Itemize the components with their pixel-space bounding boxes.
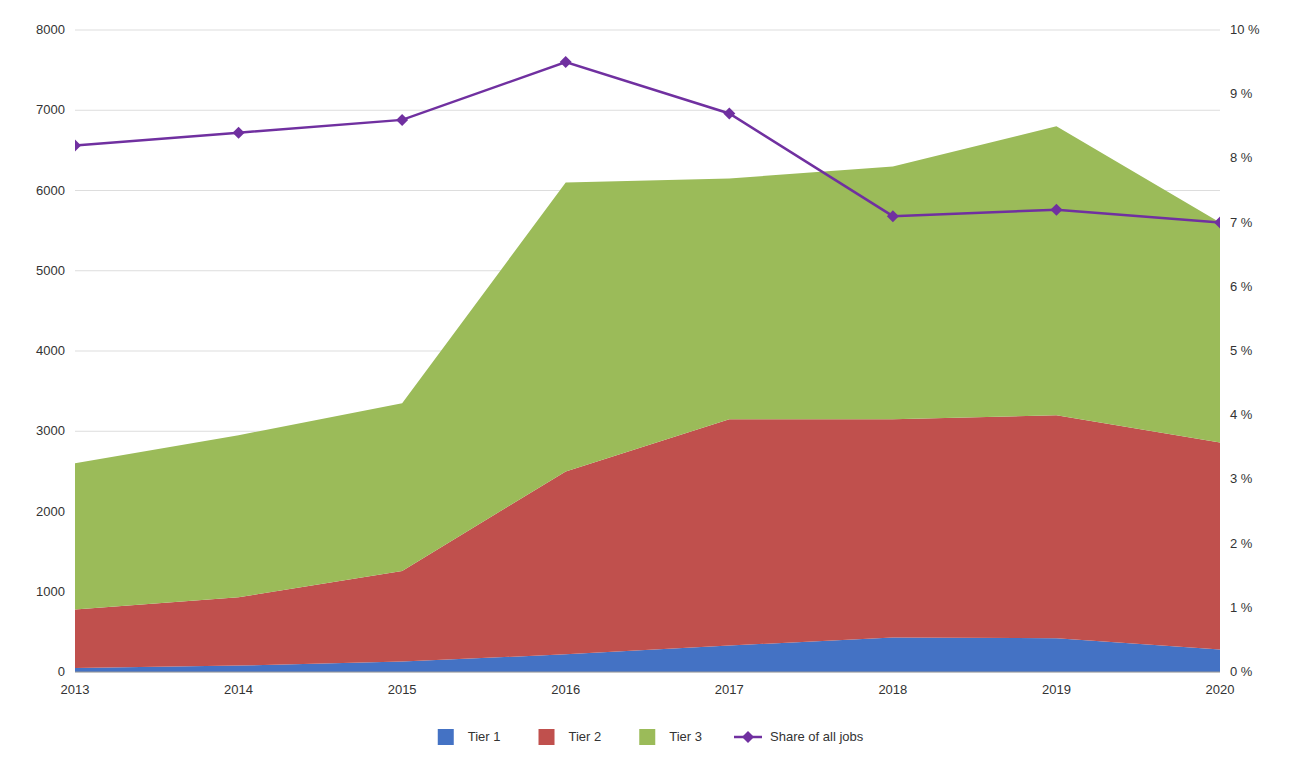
x-tick-label: 2019 xyxy=(1042,682,1071,697)
y-tick-label: 6000 xyxy=(36,183,65,198)
y-tick-label: 8000 xyxy=(36,22,65,37)
legend-label: Tier 2 xyxy=(569,729,602,744)
grid-line xyxy=(75,672,1220,673)
y2-tick-label: 4 % xyxy=(1230,407,1253,422)
line xyxy=(75,62,1220,223)
legend-swatch xyxy=(539,729,555,745)
y2-tick-label: 1 % xyxy=(1230,600,1253,615)
y2-tick-label: 9 % xyxy=(1230,86,1253,101)
x-tick-label: 2018 xyxy=(878,682,907,697)
y-tick-label: 4000 xyxy=(36,343,65,358)
grid-line xyxy=(75,30,1220,31)
y-tick-label: 1000 xyxy=(36,584,65,599)
x-tick-label: 2020 xyxy=(1206,682,1235,697)
marker xyxy=(1050,204,1062,216)
y-tick-label: 5000 xyxy=(36,263,65,278)
x-axis-line xyxy=(75,672,1220,673)
marker xyxy=(560,56,572,68)
x-tick-label: 2013 xyxy=(61,682,90,697)
y2-tick-label: 3 % xyxy=(1230,471,1253,486)
legend-item: Share of all jobs xyxy=(734,729,864,744)
legend-item: Tier 2 xyxy=(539,729,602,745)
y-tick-label: 0 xyxy=(58,664,65,679)
marker xyxy=(233,127,245,139)
y2-tick-label: 10 % xyxy=(1230,22,1260,37)
legend-swatch xyxy=(742,731,754,743)
y2-tick-label: 7 % xyxy=(1230,215,1253,230)
marker xyxy=(396,114,408,126)
x-tick-label: 2017 xyxy=(715,682,744,697)
grid-line xyxy=(75,110,1220,111)
y2-tick-label: 0 % xyxy=(1230,664,1253,679)
grid xyxy=(75,30,1220,672)
marker xyxy=(1214,217,1220,229)
y2-tick-label: 6 % xyxy=(1230,279,1253,294)
legend-label: Tier 3 xyxy=(669,729,702,744)
y-tick-label: 2000 xyxy=(36,504,65,519)
x-tick-label: 2015 xyxy=(388,682,417,697)
y-tick-label: 3000 xyxy=(36,423,65,438)
legend-label: Share of all jobs xyxy=(770,729,864,744)
legend-label: Tier 1 xyxy=(468,729,501,744)
area xyxy=(75,126,1220,609)
y2-tick-label: 2 % xyxy=(1230,536,1253,551)
legend-swatch xyxy=(438,729,454,745)
y-tick-label: 7000 xyxy=(36,102,65,117)
legend-item: Tier 1 xyxy=(438,729,501,745)
x-tick-label: 2016 xyxy=(551,682,580,697)
legend: Tier 1 Tier 2 Tier 3 Share of all jobs xyxy=(438,729,864,745)
legend-item: Tier 3 xyxy=(639,729,702,745)
marker xyxy=(887,210,899,222)
plot-area xyxy=(75,56,1220,672)
x-tick-label: 2014 xyxy=(224,682,253,697)
marker xyxy=(75,140,81,152)
marker xyxy=(723,107,735,119)
y2-tick-label: 5 % xyxy=(1230,343,1253,358)
legend-swatch xyxy=(639,729,655,745)
chart: 0 1000 2000 3000 4000 5000 6000 7000 8000 0 % 1 % 2… xyxy=(0,0,1295,772)
y2-tick-label: 8 % xyxy=(1230,150,1253,165)
